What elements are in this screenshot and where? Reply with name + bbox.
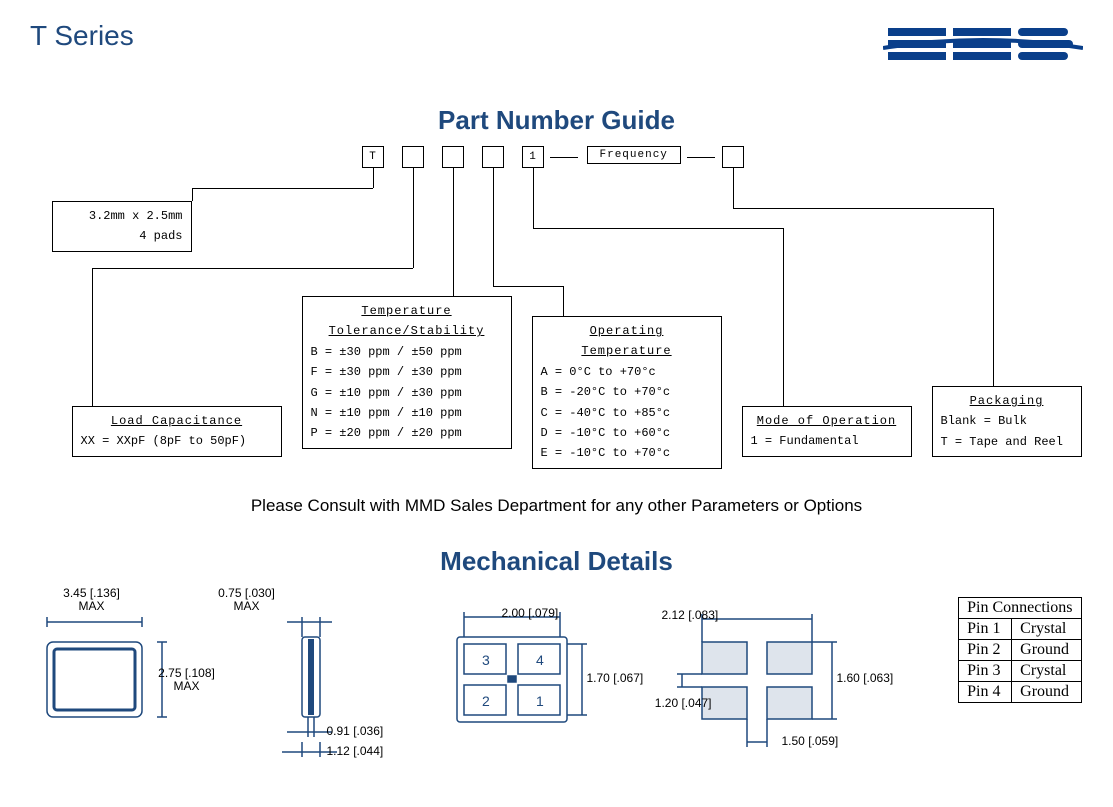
v1-h-label: 2.75 [.108] MAX	[147, 667, 227, 693]
load-cap-box: Load Capacitance XX = XXpF (8pF to 50pF)	[72, 406, 282, 457]
op-temp-title: Operating Temperature	[541, 321, 713, 362]
v1-w-label: 3.45 [.136] MAX	[42, 587, 142, 613]
op-temp-row: D = -10°C to +60°c	[541, 423, 713, 443]
op-temp-box: Operating Temperature A = 0°C to +70°c B…	[532, 316, 722, 469]
mech-title: Mechanical Details	[30, 546, 1083, 577]
temp-tol-row: P = ±20 ppm / ±20 ppm	[311, 423, 503, 443]
temp-tol-title-0: Temperature	[311, 301, 503, 321]
v4-h-label: 1.60 [.063]	[837, 672, 894, 685]
v3-w-label: 2.00 [.079]	[502, 607, 559, 620]
op-temp-row: A = 0°C to +70°c	[541, 362, 713, 382]
temp-tol-row: N = ±10 ppm / ±10 ppm	[311, 403, 503, 423]
dash-1	[550, 157, 578, 158]
v4-gaph-label: 1.50 [.059]	[782, 735, 839, 748]
temp-tol-row: F = ±30 ppm / ±30 ppm	[311, 362, 503, 382]
page-header: T Series	[30, 20, 1083, 75]
pn-slot-2	[442, 146, 464, 168]
op-temp-row: E = -10°C to +70°c	[541, 443, 713, 463]
pn-slot-0: T	[362, 146, 384, 168]
dash-2	[687, 157, 715, 158]
load-cap-title: Load Capacitance	[81, 411, 273, 431]
package-size-box: 3.2mm x 2.5mm 4 pads	[52, 201, 192, 252]
svg-text:1: 1	[536, 693, 544, 709]
mode-row: 1 = Fundamental	[751, 431, 903, 451]
mode-title: Mode of Operation	[751, 411, 903, 431]
v2-b2-label: 1.12 [.044]	[327, 745, 407, 758]
pn-slot-1	[402, 146, 424, 168]
mode-box: Mode of Operation 1 = Fundamental	[742, 406, 912, 457]
packaging-box: Packaging Blank = Bulk T = Tape and Reel	[932, 386, 1082, 457]
v2-b1-label: 0.91 [.036]	[327, 725, 407, 738]
mmd-logo-icon	[883, 20, 1083, 75]
svg-text:4: 4	[536, 652, 544, 668]
packaging-title: Packaging	[941, 391, 1073, 411]
pn-slot-4: 1	[522, 146, 544, 168]
temp-tol-row: G = ±10 ppm / ±30 ppm	[311, 383, 503, 403]
load-cap-row-0: XX = XXpF (8pF to 50pF)	[81, 431, 273, 451]
pkg-line-1: 4 pads	[61, 226, 183, 246]
packaging-row: Blank = Bulk	[941, 411, 1073, 431]
pn-slot-last	[722, 146, 744, 168]
page-title: T Series	[30, 20, 134, 52]
packaging-row: T = Tape and Reel	[941, 432, 1073, 452]
pkg-line-0: 3.2mm x 2.5mm	[61, 206, 183, 226]
pin-connections-table: Pin Connections Pin 1Crystal Pin 2Ground…	[958, 597, 1081, 703]
v4-gapv-label: 1.20 [.047]	[652, 697, 712, 710]
v2-t-label: 0.75 [.030] MAX	[202, 587, 292, 613]
op-temp-row: B = -20°C to +70°c	[541, 382, 713, 402]
pin-table-header: Pin Connections	[959, 598, 1081, 619]
table-row: Pin 4Ground	[959, 682, 1081, 703]
pn-diagram: T 1 Frequency 3.2mm x 2.5mm 4 pads Load …	[32, 146, 1082, 476]
pn-slot-3	[482, 146, 504, 168]
consult-note: Please Consult with MMD Sales Department…	[30, 496, 1083, 516]
v4-w-label: 2.12 [.083]	[662, 609, 719, 622]
table-row: Pin 1Crystal	[959, 619, 1081, 640]
pn-guide-title: Part Number Guide	[30, 105, 1083, 136]
temp-tol-row: B = ±30 ppm / ±50 ppm	[311, 342, 503, 362]
temp-tol-title-1: Tolerance/Stability	[311, 321, 503, 341]
temp-tol-box: Temperature Tolerance/Stability B = ±30 …	[302, 296, 512, 449]
v3-h-label: 1.70 [.067]	[587, 672, 644, 685]
svg-text:3: 3	[482, 652, 490, 668]
table-row: Pin 3Crystal	[959, 661, 1081, 682]
mechanical-diagram: 3.45 [.136] MAX 2.75 [.108] MAX 0.75 [.0…	[32, 587, 1082, 787]
table-row: Pin 2Ground	[959, 640, 1081, 661]
op-temp-row: C = -40°C to +85°c	[541, 403, 713, 423]
pn-freq-box: Frequency	[587, 146, 681, 164]
svg-text:2: 2	[482, 693, 490, 709]
